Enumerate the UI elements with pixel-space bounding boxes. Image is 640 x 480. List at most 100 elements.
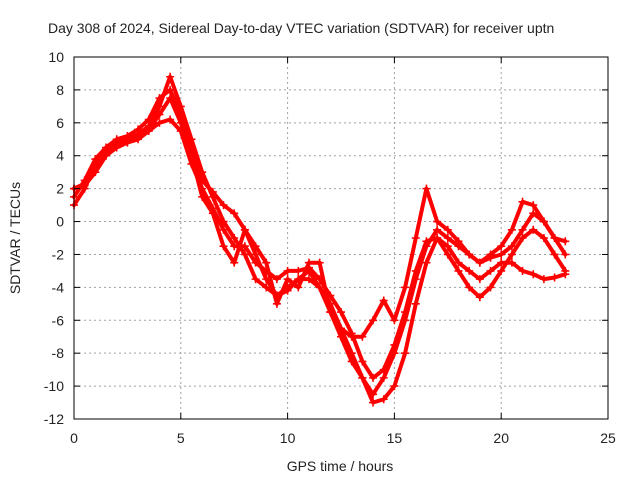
- data-point: [230, 242, 239, 251]
- data-point: [390, 316, 399, 325]
- y-tick-label: 10: [48, 49, 64, 65]
- data-point: [337, 308, 345, 317]
- y-tick-label: -2: [52, 246, 65, 262]
- data-point: [166, 85, 175, 94]
- y-tick-label: -12: [44, 411, 64, 427]
- data-point: [529, 209, 538, 218]
- data-point: [433, 225, 442, 234]
- data-point: [422, 184, 431, 193]
- plot-frame: [73, 56, 609, 420]
- axes: 0 5 10 15 20 25 -12 -10 -8 -6 -4 -2 0 2 4 6 8 10: [44, 49, 616, 446]
- data-point: [465, 250, 474, 259]
- data-point: [240, 250, 249, 259]
- data-point: [539, 275, 548, 284]
- data-point: [497, 258, 506, 267]
- data-point: [497, 266, 506, 275]
- data-point: [219, 225, 228, 234]
- data-point: [198, 192, 207, 201]
- data-point: [486, 250, 495, 259]
- data-point: [550, 273, 559, 282]
- data-point: [369, 398, 378, 407]
- data-point: [443, 234, 452, 242]
- data-point: [497, 242, 506, 251]
- data-point: [337, 332, 345, 341]
- data-point: [272, 299, 281, 308]
- data-point: [294, 283, 303, 292]
- data-point: [219, 242, 228, 251]
- data-point: [411, 299, 420, 308]
- data-point: [80, 179, 89, 188]
- data-point: [411, 275, 420, 284]
- data-point: [187, 151, 196, 160]
- y-tick-label: -4: [52, 279, 65, 295]
- chart-title: Day 308 of 2024, Sidereal Day-to-day VTE…: [48, 20, 554, 36]
- data-point: [507, 258, 516, 267]
- data-point: [401, 349, 410, 358]
- data-point: [358, 373, 367, 382]
- data-point: [475, 293, 484, 302]
- data-point: [230, 258, 239, 267]
- data-point: [561, 266, 570, 275]
- data-point: [518, 197, 527, 206]
- y-tick-label: 8: [56, 82, 64, 98]
- data-point: [155, 110, 164, 119]
- data-point: [443, 250, 452, 259]
- data-point: [283, 266, 292, 275]
- data-point: [240, 242, 249, 251]
- x-tick-label: 10: [280, 430, 296, 446]
- data-point: [230, 234, 239, 242]
- data-point: [433, 217, 442, 226]
- y-tick-label: -8: [52, 345, 65, 361]
- data-point: [486, 283, 495, 292]
- data-point: [486, 266, 495, 275]
- data-point: [304, 275, 313, 284]
- data-point: [315, 283, 324, 292]
- y-axis-label: SDTVAR / TECUs: [7, 182, 23, 294]
- data-point: [369, 373, 378, 382]
- data-point: [91, 164, 100, 173]
- data-point: [102, 150, 111, 159]
- data-point: [144, 125, 153, 134]
- data-point: [144, 115, 153, 124]
- y-tick-label: 2: [56, 181, 64, 197]
- data-point: [401, 283, 410, 292]
- y-tick-label: 4: [56, 148, 64, 164]
- data-point: [134, 131, 143, 140]
- data-point: [561, 237, 570, 246]
- data-point: [304, 258, 313, 267]
- data-point: [422, 242, 431, 251]
- data-point: [529, 225, 538, 234]
- data-point: [283, 286, 292, 295]
- x-tick-label: 15: [387, 430, 403, 446]
- data-point: [529, 201, 538, 210]
- data-point: [411, 234, 420, 242]
- data-point: [166, 72, 175, 81]
- data-point: [539, 234, 548, 242]
- data-point: [208, 209, 217, 218]
- data-point: [369, 316, 378, 325]
- data-point: [123, 136, 132, 145]
- data-point: [262, 258, 271, 267]
- data-point: [497, 250, 506, 259]
- data-point: [358, 357, 367, 366]
- data-point: [422, 258, 431, 267]
- data-point: [272, 275, 281, 284]
- data-point: [315, 258, 324, 267]
- data-point: [176, 118, 185, 127]
- data-point: [208, 187, 217, 196]
- data-point: [401, 316, 410, 325]
- data-point: [507, 242, 516, 251]
- data-point: [507, 225, 516, 234]
- x-tick-label: 5: [177, 430, 185, 446]
- data-point: [379, 373, 388, 382]
- data-point: [390, 349, 399, 358]
- x-tick-label: 20: [493, 430, 509, 446]
- y-tick-label: -10: [44, 378, 64, 394]
- y-tick-label: 6: [56, 115, 64, 131]
- data-point: [465, 266, 474, 275]
- x-tick-label: 25: [600, 430, 616, 446]
- data-point: [283, 275, 292, 284]
- data-point: [454, 237, 463, 246]
- data-point: [91, 155, 100, 164]
